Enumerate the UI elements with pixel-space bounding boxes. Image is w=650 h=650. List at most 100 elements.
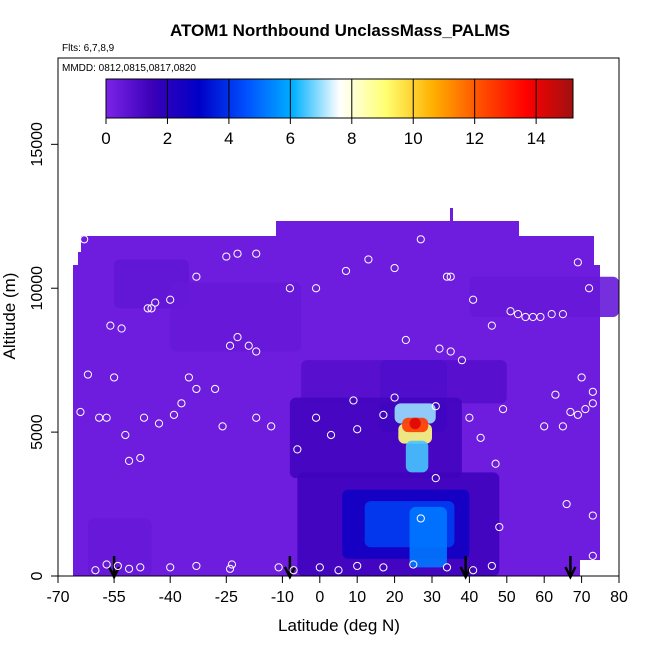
sample-point (353, 561, 362, 571)
down-arrow-icon (459, 556, 472, 580)
heatmap-cell (409, 417, 421, 430)
sample-point (513, 310, 523, 319)
sample-point (495, 522, 504, 532)
colorbar-ticks: 0 2 4 6 8 10 12 14 (101, 79, 546, 148)
sample-point (267, 422, 276, 431)
sample-point (498, 404, 508, 414)
sample-point (491, 459, 500, 468)
sample-point (390, 263, 399, 273)
sample-point (506, 307, 515, 316)
sample-point (61, 275, 70, 284)
sample-point (293, 445, 302, 454)
sample-point (416, 514, 425, 523)
sample-point (547, 310, 556, 319)
sample-point (218, 422, 227, 431)
sample-point (603, 229, 612, 238)
sample-point (584, 284, 594, 293)
sample-point (536, 312, 545, 322)
sample-point (233, 249, 242, 258)
chart-title: ATOM1 Northbound UnclassMass_PALMS (170, 21, 510, 40)
sample-point (117, 324, 126, 333)
x-tick-label: -55 (103, 589, 126, 606)
sample-point (442, 272, 452, 281)
heatmap-layer (73, 208, 619, 576)
colorbar (105, 78, 574, 119)
sample-point (154, 419, 164, 428)
x-tick-label: 70 (573, 589, 591, 606)
colorbar-tick-label: 8 (347, 129, 356, 148)
y-tick-label: 0 (29, 571, 46, 580)
y-tick-label: 15000 (29, 122, 46, 167)
sample-point (341, 266, 351, 276)
sample-point (225, 564, 235, 573)
sample-point (446, 272, 455, 281)
x-tick-label: -70 (46, 589, 69, 606)
x-tick-label: 60 (535, 589, 553, 606)
x-axis: -70 -55 -40 -25 -10 0 10 20 30 40 50 60 70 80 (46, 576, 628, 606)
y-axis-label: Altitude (m) (0, 273, 19, 360)
sample-point (315, 563, 324, 572)
x-tick-label: -10 (271, 589, 294, 606)
sample-point (147, 304, 156, 313)
sample-point (102, 560, 111, 569)
sample-point (562, 499, 571, 509)
sample-point (379, 410, 388, 419)
sample-point (136, 563, 145, 572)
sample-point (192, 561, 201, 571)
sample-point (121, 430, 130, 440)
sample-point (353, 425, 362, 434)
sample-point (136, 453, 145, 463)
sample-point (72, 243, 81, 253)
sample-point (469, 566, 478, 575)
colorbar-tick-label: 10 (404, 129, 423, 148)
sample-point (110, 373, 119, 382)
sample-points-layer (59, 223, 619, 575)
heatmap-cell (469, 276, 619, 317)
sample-point (442, 563, 452, 572)
sample-point (166, 295, 175, 304)
sample-point (435, 344, 444, 353)
heatmap-cell (405, 440, 429, 473)
sample-point (83, 370, 93, 379)
sample-point (558, 422, 568, 431)
y-tick-label: 5000 (29, 414, 46, 450)
sample-point (566, 407, 575, 417)
sample-point (192, 384, 201, 394)
sample-point (558, 310, 568, 319)
sample-point (581, 563, 590, 572)
sample-point (169, 410, 179, 419)
x-tick-label: 30 (423, 589, 441, 606)
sample-point (364, 255, 373, 264)
sample-point (106, 321, 115, 330)
x-tick-label: 20 (386, 589, 404, 606)
sample-point (227, 560, 237, 569)
x-tick-label: 50 (498, 589, 516, 606)
y-axis: 0 5000 10000 15000 (29, 122, 58, 580)
sample-point (80, 235, 89, 244)
sample-point (401, 335, 410, 345)
sample-point (588, 511, 597, 520)
sample-point (416, 235, 425, 244)
heatmap-cell (301, 360, 507, 404)
sample-point (267, 223, 276, 232)
sample-point (91, 566, 100, 575)
sample-point (113, 561, 122, 571)
sample-point (289, 566, 298, 575)
sample-point (465, 413, 474, 422)
sample-point (573, 258, 582, 267)
sample-point (588, 399, 597, 408)
flights-label: Flts: 6,7,8,9 (62, 43, 115, 54)
sample-point (102, 413, 111, 422)
sample-point (59, 563, 68, 572)
sample-point (192, 272, 201, 281)
sample-point (457, 356, 467, 365)
colorbar-tick-label: 12 (465, 129, 484, 148)
sample-point (61, 399, 70, 408)
sample-point (469, 295, 478, 304)
sample-point (151, 298, 160, 307)
sample-point (577, 373, 586, 382)
sample-point (431, 474, 440, 483)
x-tick-label: 40 (461, 589, 479, 606)
sample-point (540, 422, 549, 431)
